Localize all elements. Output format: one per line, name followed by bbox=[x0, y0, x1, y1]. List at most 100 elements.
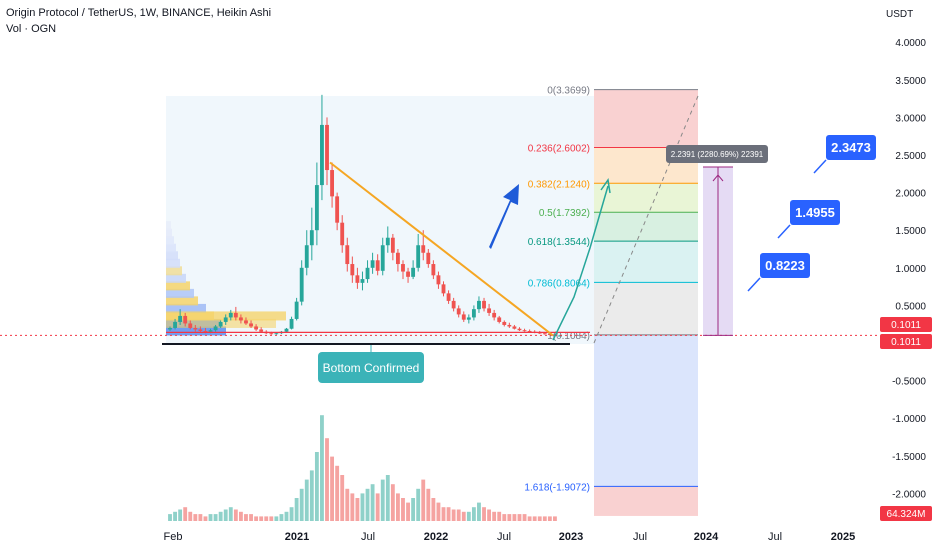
volume-bar bbox=[401, 498, 405, 521]
volume-profile-bar bbox=[166, 258, 180, 268]
candle-body bbox=[547, 333, 552, 335]
volume-badge-bg bbox=[880, 506, 932, 521]
candle-body bbox=[431, 264, 436, 276]
target-price-label: 1.4955 bbox=[795, 205, 835, 220]
candle-body bbox=[355, 275, 360, 283]
volume-bar bbox=[309, 470, 314, 521]
candle-body bbox=[289, 318, 294, 329]
volume-bar bbox=[355, 498, 360, 521]
volume-bar bbox=[492, 511, 497, 521]
candle-body bbox=[466, 317, 471, 320]
candle-body bbox=[360, 279, 365, 283]
candle-body bbox=[188, 323, 193, 328]
volume-bar bbox=[218, 511, 223, 521]
volume-bar bbox=[304, 479, 309, 521]
volume-bar bbox=[471, 507, 476, 521]
volume-bar bbox=[264, 516, 269, 521]
volume-bar bbox=[233, 509, 238, 521]
volume-bar bbox=[532, 516, 537, 521]
volume-bar bbox=[385, 475, 390, 521]
bullish-arrow bbox=[489, 184, 519, 249]
volume-bars bbox=[168, 415, 557, 521]
volume-bar bbox=[502, 514, 507, 521]
candle-body bbox=[522, 330, 527, 332]
volume-bar bbox=[461, 511, 466, 521]
volume-bar bbox=[395, 493, 400, 521]
fib-zone bbox=[594, 89, 698, 148]
candle-body bbox=[482, 300, 486, 309]
volume-bar bbox=[477, 502, 481, 521]
candle-body bbox=[274, 333, 279, 335]
candle-body bbox=[512, 326, 517, 329]
target-price-label: 0.8223 bbox=[765, 258, 805, 273]
time-tick-label: 2025 bbox=[831, 531, 855, 543]
current-price-badge: 0.1011 bbox=[891, 320, 921, 331]
candle-body bbox=[213, 326, 218, 331]
price-tick-label: 2.5000 bbox=[895, 151, 926, 162]
volume-profile-bar bbox=[166, 288, 194, 298]
candle-body bbox=[299, 267, 304, 302]
volume-bar bbox=[254, 516, 259, 521]
volume-profile-bar bbox=[166, 296, 198, 306]
candle-body bbox=[330, 170, 335, 197]
time-tick-label: Feb bbox=[164, 531, 183, 543]
volume-bar bbox=[497, 511, 502, 521]
candle-body bbox=[406, 271, 410, 277]
candle-body bbox=[401, 264, 405, 272]
price-tick-label: 2.0000 bbox=[895, 189, 926, 200]
volume-bar bbox=[522, 514, 527, 521]
candle-body bbox=[370, 260, 375, 268]
volume-bar bbox=[320, 415, 324, 521]
candle-body bbox=[183, 315, 188, 324]
volume-bar bbox=[335, 465, 340, 521]
candle-body bbox=[426, 252, 431, 265]
trendline bbox=[329, 161, 554, 337]
volume-bar bbox=[441, 507, 446, 521]
target-price-label: 2.3473 bbox=[831, 140, 871, 155]
volume-bar bbox=[244, 514, 248, 521]
time-tick-label: Jul bbox=[768, 531, 782, 543]
candle-body bbox=[223, 317, 228, 322]
candle-body bbox=[436, 275, 441, 285]
candle-body bbox=[193, 327, 198, 330]
fib-level-label: 0.382(2.1240) bbox=[528, 179, 590, 190]
volume-profile-bar bbox=[166, 243, 176, 253]
volume-bar bbox=[436, 502, 441, 521]
history-highlight bbox=[166, 96, 594, 344]
candle-body bbox=[477, 300, 481, 310]
bottom-confirmed-annotation: Bottom Confirmed bbox=[323, 361, 420, 375]
fib-level-label: 1(0.1084) bbox=[547, 331, 590, 342]
volume-bar bbox=[330, 456, 335, 521]
candle-body bbox=[249, 323, 253, 327]
volume-profile-bar bbox=[166, 236, 174, 246]
volume-bar bbox=[259, 516, 264, 521]
candle-body bbox=[451, 300, 456, 309]
candle-body bbox=[350, 264, 355, 276]
price-tick-label: 0.5000 bbox=[895, 301, 926, 312]
volume-bar bbox=[406, 502, 410, 521]
candle-body bbox=[375, 260, 380, 271]
candle-body bbox=[198, 329, 203, 331]
fib-zone bbox=[594, 212, 698, 242]
fib-zone bbox=[594, 241, 698, 283]
candle-body bbox=[294, 301, 299, 319]
volume-bar bbox=[512, 514, 517, 521]
volume-bar bbox=[193, 514, 198, 521]
price-badge-bg bbox=[880, 334, 932, 349]
time-tick-label: Jul bbox=[633, 531, 647, 543]
volume-bar bbox=[345, 488, 350, 521]
candle-body bbox=[218, 321, 223, 327]
measure-label-bg bbox=[666, 145, 768, 163]
volume-bar bbox=[487, 509, 492, 521]
candle-body bbox=[487, 308, 492, 313]
volume-bar bbox=[380, 479, 385, 521]
volume-profile-bar bbox=[166, 228, 172, 238]
candle-body bbox=[233, 312, 238, 318]
volume-bar bbox=[238, 511, 243, 521]
volume-bar bbox=[553, 516, 557, 521]
candle-body bbox=[492, 312, 497, 318]
target-pointer bbox=[813, 159, 827, 174]
candle-body bbox=[173, 321, 177, 328]
volume-bar bbox=[228, 507, 233, 521]
